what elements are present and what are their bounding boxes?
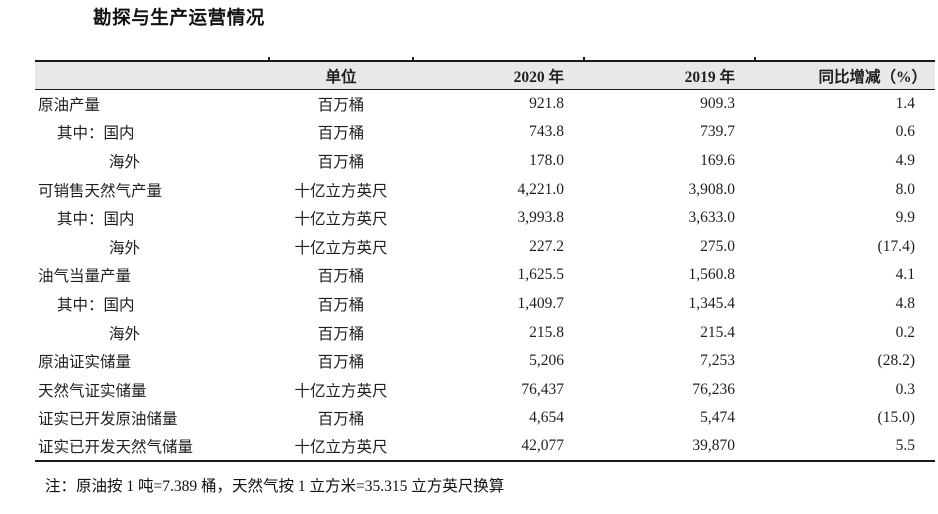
row-2020-value: 743.8 (529, 123, 564, 141)
row-2020-value: 921.8 (529, 95, 564, 113)
row-yoy-value: (28.2) (877, 352, 915, 370)
table-row: 可销售天然气产量 十亿立方英尺 4,221.0 3,908.0 8.0 (35, 175, 935, 204)
conversion-note: 注：原油按 1 吨=7.389 桶，天然气按 1 立方米=35.315 立方英尺… (45, 478, 505, 495)
row-yoy-value: 0.6 (895, 123, 915, 141)
row-2019-value: 275.0 (700, 237, 735, 255)
row-2019-value: 5,474 (700, 409, 735, 427)
row-unit: 百万桶 (317, 411, 365, 429)
row-2019-value: 1,345.4 (688, 294, 736, 312)
row-2020-value: 3,993.8 (517, 209, 565, 227)
row-unit: 十亿立方英尺 (294, 239, 388, 257)
row-label: 原油证实储量 (38, 354, 132, 372)
row-yoy-value: (15.0) (877, 409, 915, 427)
row-2020-value: 227.2 (529, 237, 564, 255)
table-row: 原油证实储量 百万桶 5,206 7,253 (28.2) (35, 347, 935, 376)
row-2019-value: 169.6 (700, 151, 735, 169)
header-item (35, 61, 269, 90)
row-2020-value: 215.8 (529, 323, 564, 341)
header-2019: 2019 年 (684, 68, 735, 86)
row-yoy-value: 4.8 (895, 294, 915, 312)
table-row: 其中：国内 十亿立方英尺 3,993.8 3,633.0 9.9 (35, 204, 935, 233)
row-2020-value: 42,077 (521, 437, 564, 455)
row-label: 其中：国内 (57, 125, 135, 143)
row-2019-value: 76,236 (692, 380, 735, 398)
row-yoy-value: 4.1 (895, 266, 915, 284)
row-2019-value: 3,633.0 (688, 209, 736, 227)
row-label: 其中：国内 (57, 296, 135, 314)
row-2019-value: 3,908.0 (688, 180, 736, 198)
page-title: 勘探与生产运营情况 (93, 9, 265, 29)
table-body: 原油产量 百万桶 921.8 909.3 1.4 其中：国内 百万桶 743.8… (35, 90, 935, 462)
header-2020: 2020 年 (513, 68, 564, 86)
table-header: 单位 2020 年 2019 年 同比增减（%） (35, 61, 935, 90)
table-row: 海外 百万桶 178.0 169.6 4.9 (35, 147, 935, 176)
row-yoy-value: 9.9 (895, 209, 915, 227)
row-yoy-value: 1.4 (895, 95, 915, 113)
row-2020-value: 76,437 (521, 380, 564, 398)
row-yoy-value: (17.4) (877, 237, 915, 255)
column-divider-tick (268, 57, 270, 61)
row-2020-value: 1,625.5 (517, 266, 565, 284)
table-row: 天然气证实储量 十亿立方英尺 76,437 76,236 0.3 (35, 375, 935, 404)
column-divider-tick (583, 57, 585, 61)
row-2020-value: 178.0 (529, 151, 564, 169)
table-row: 原油产量 百万桶 921.8 909.3 1.4 (35, 90, 935, 119)
row-label: 海外 (109, 239, 141, 257)
row-unit: 十亿立方英尺 (294, 211, 388, 229)
row-2019-value: 215.4 (700, 323, 735, 341)
row-2020-value: 5,206 (529, 352, 564, 370)
row-2019-value: 7,253 (700, 352, 735, 370)
header-unit: 单位 (325, 68, 357, 86)
row-2019-value: 39,870 (692, 437, 735, 455)
row-unit: 百万桶 (317, 125, 365, 143)
table-row: 其中：国内 百万桶 743.8 739.7 0.6 (35, 118, 935, 147)
row-2020-value: 1,409.7 (517, 294, 565, 312)
row-unit: 十亿立方英尺 (294, 382, 388, 400)
row-label: 证实已开发原油储量 (38, 411, 178, 429)
header-row: 单位 2020 年 2019 年 同比增减（%） (35, 61, 935, 90)
row-yoy-value: 5.5 (895, 437, 915, 455)
row-2020-value: 4,654 (529, 409, 564, 427)
table-row: 证实已开发天然气储量 十亿立方英尺 42,077 39,870 5.5 (35, 433, 935, 462)
row-label: 海外 (109, 153, 141, 171)
row-2019-value: 739.7 (700, 123, 735, 141)
column-divider-tick (754, 57, 756, 61)
row-yoy-value: 4.9 (895, 151, 915, 169)
column-divider-tick (412, 57, 414, 61)
operations-table: 单位 2020 年 2019 年 同比增减（%） 原油产量 百万桶 921.8 … (35, 60, 935, 462)
row-label: 油气当量产量 (38, 268, 132, 286)
row-unit: 十亿立方英尺 (294, 182, 388, 200)
table-row: 证实已开发原油储量 百万桶 4,654 5,474 (15.0) (35, 404, 935, 433)
row-label: 天然气证实储量 (38, 382, 147, 400)
row-unit: 百万桶 (317, 153, 365, 171)
row-label: 其中：国内 (57, 211, 135, 229)
row-unit: 百万桶 (317, 325, 365, 343)
row-yoy-value: 0.2 (895, 323, 915, 341)
row-unit: 百万桶 (317, 268, 365, 286)
row-yoy-value: 8.0 (895, 180, 915, 198)
table-row: 海外 十亿立方英尺 227.2 275.0 (17.4) (35, 232, 935, 261)
header-yoy-change: 同比增减（%） (818, 68, 927, 86)
row-label: 原油产量 (38, 97, 101, 115)
row-label: 可销售天然气产量 (38, 182, 163, 200)
row-2019-value: 1,560.8 (688, 266, 736, 284)
row-unit: 十亿立方英尺 (294, 439, 388, 457)
row-unit: 百万桶 (317, 97, 365, 115)
row-unit: 百万桶 (317, 296, 365, 314)
row-2020-value: 4,221.0 (517, 180, 565, 198)
row-yoy-value: 0.3 (895, 380, 915, 398)
row-label: 海外 (109, 325, 141, 343)
table-row: 海外 百万桶 215.8 215.4 0.2 (35, 318, 935, 347)
table-row: 其中：国内 百万桶 1,409.7 1,345.4 4.8 (35, 290, 935, 319)
row-unit: 百万桶 (317, 354, 365, 372)
table-row: 油气当量产量 百万桶 1,625.5 1,560.8 4.1 (35, 261, 935, 290)
row-label: 证实已开发天然气储量 (38, 439, 194, 457)
row-2019-value: 909.3 (700, 95, 735, 113)
